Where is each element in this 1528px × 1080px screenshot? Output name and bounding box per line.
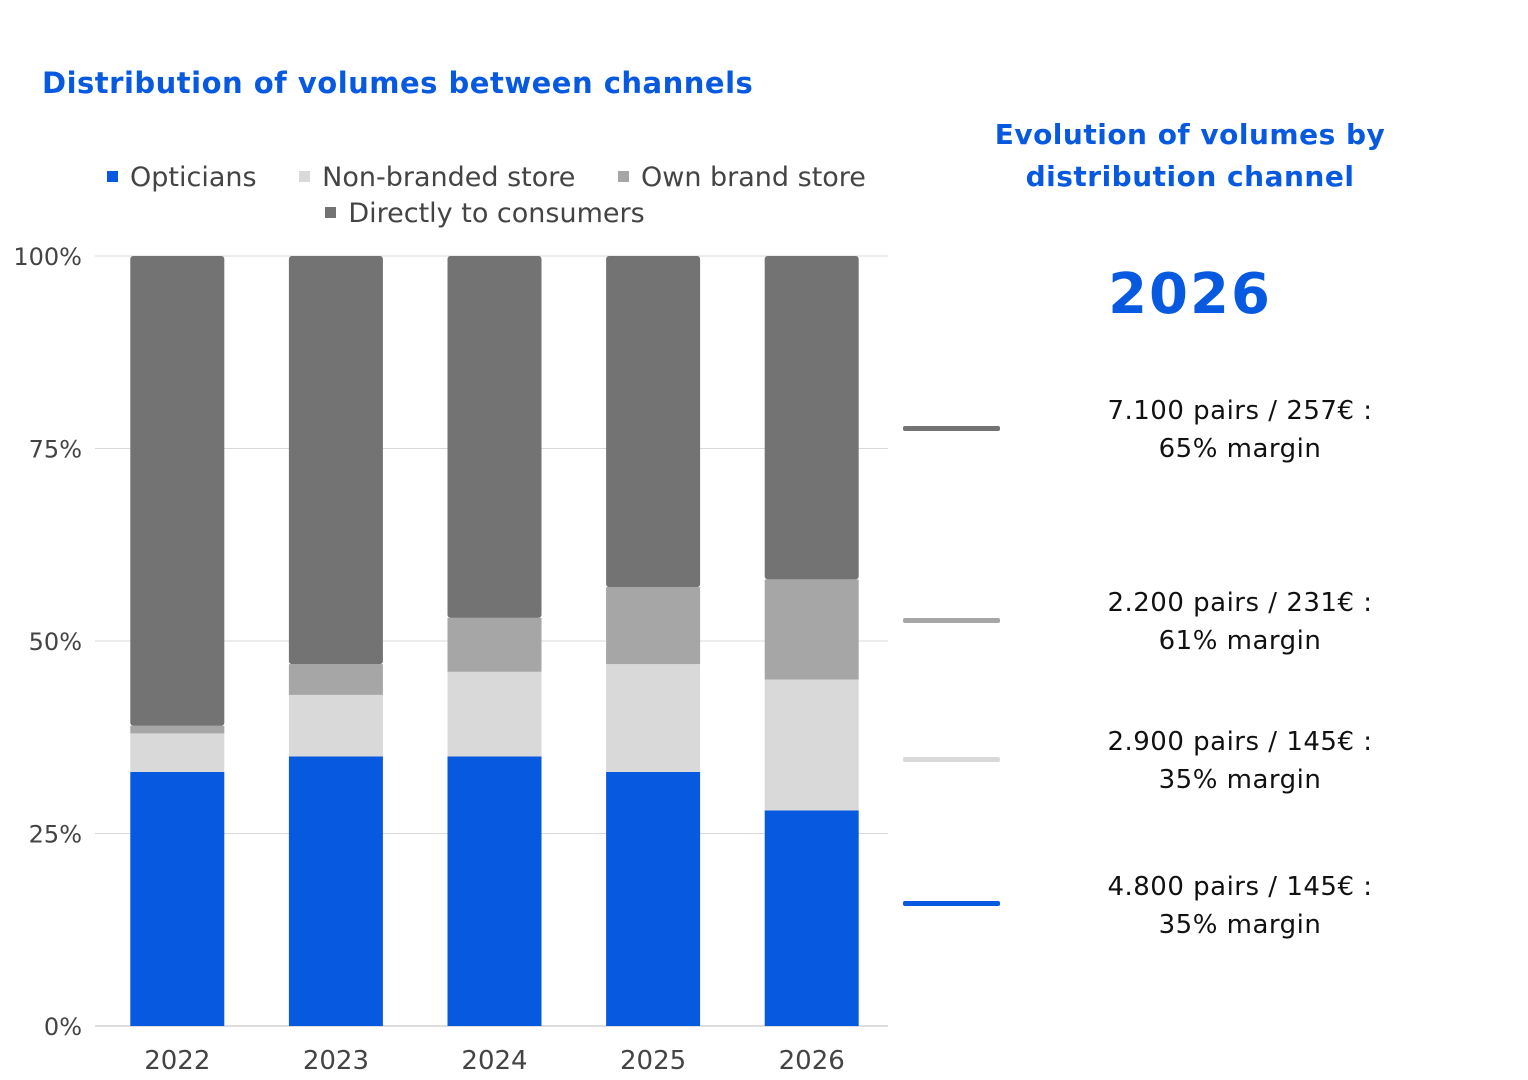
channel-info-opticians: 4.800 pairs / 145€ : 35% margin [1030, 868, 1450, 944]
bar-segment [606, 771, 701, 1026]
channel-line-opticians [903, 901, 1000, 906]
legend-item-directly-to-consumers: Directly to consumers [325, 196, 645, 232]
bar-segment [288, 756, 383, 1026]
bar-segment [130, 256, 225, 726]
legend-row-1: Opticians Non-branded store Own brand st… [90, 160, 880, 196]
x-tick-label: 2024 [461, 1046, 527, 1076]
channel-info-margin: 61% margin [1158, 626, 1322, 656]
legend-label-non-branded-store: Non-branded store [322, 162, 576, 193]
bar-segment [764, 579, 859, 680]
bar-segment [606, 256, 701, 588]
legend-item-own-brand-store: Own brand store [617, 160, 866, 196]
y-tick-label: 100% [13, 243, 82, 271]
bar-segment [606, 664, 701, 772]
y-tick-label: 0% [44, 1013, 82, 1041]
bar-segment [764, 256, 859, 580]
channel-line-non-branded-store [903, 757, 1000, 762]
y-tick-label: 25% [29, 821, 82, 849]
channel-info-own-brand-store: 2.200 pairs / 231€ : 61% margin [1030, 584, 1450, 660]
legend-row-2: Directly to consumers [90, 196, 880, 232]
channel-info-volume: 2.200 pairs / 231€ : [1107, 588, 1373, 618]
bar-segment [130, 771, 225, 1026]
bar-segment [288, 664, 383, 695]
channel-info-non-branded-store: 2.900 pairs / 145€ : 35% margin [1030, 723, 1450, 799]
bar-segment [764, 679, 859, 811]
legend-swatch-opticians [107, 171, 118, 182]
bar-segment [764, 810, 859, 1026]
bar-segment [288, 694, 383, 757]
bar-segment [447, 617, 542, 672]
side-panel-year: 2026 [1108, 262, 1272, 327]
chart-title: Distribution of volumes between channels [42, 66, 754, 100]
channel-info-margin: 65% margin [1158, 434, 1322, 464]
x-tick-label: 2022 [144, 1046, 210, 1076]
side-panel-title: Evolution of volumes by distribution cha… [940, 114, 1440, 198]
x-tick-label: 2025 [620, 1046, 686, 1076]
bar-segment [288, 256, 383, 665]
legend-label-opticians: Opticians [130, 162, 257, 193]
x-tick-label: 2023 [303, 1046, 369, 1076]
side-panel-title-line-1: Evolution of volumes by [994, 118, 1386, 151]
channel-line-own-brand-store [903, 618, 1000, 623]
channel-info-directly-to-consumers: 7.100 pairs / 257€ : 65% margin [1030, 392, 1450, 468]
channel-info-volume: 2.900 pairs / 145€ : [1107, 727, 1373, 757]
channel-info-margin: 35% margin [1158, 765, 1322, 795]
bar-segment [130, 733, 225, 772]
legend-item-opticians: Opticians [107, 160, 257, 196]
y-tick-label: 50% [29, 628, 82, 656]
side-panel-title-line-2: distribution channel [1025, 160, 1355, 193]
legend-swatch-non-branded-store [299, 171, 311, 182]
legend-swatch-own-brand-store [617, 171, 629, 182]
bar-segment [130, 725, 225, 734]
y-tick-label: 75% [29, 436, 82, 464]
bar-segment [447, 756, 542, 1026]
x-tick-label: 2026 [779, 1046, 845, 1076]
chart-legend: Opticians Non-branded store Own brand st… [90, 160, 880, 232]
legend-label-directly-to-consumers: Directly to consumers [348, 198, 645, 229]
legend-item-non-branded-store: Non-branded store [299, 160, 575, 196]
bar-segment [447, 671, 542, 757]
channel-info-margin: 35% margin [1158, 910, 1322, 940]
legend-label-own-brand-store: Own brand store [640, 162, 866, 193]
bar-segment [606, 587, 701, 665]
bar-segment [447, 256, 542, 618]
legend-swatch-directly-to-consumers [325, 207, 337, 218]
channel-info-volume: 4.800 pairs / 145€ : [1107, 872, 1373, 902]
stacked-bar-chart: 0% 25% 50% 75% 100% 2022 2023 2024 2025 2026 [13, 243, 888, 1076]
channel-line-directly-to-consumers [903, 426, 1000, 431]
channel-info-volume: 7.100 pairs / 257€ : [1107, 396, 1373, 426]
